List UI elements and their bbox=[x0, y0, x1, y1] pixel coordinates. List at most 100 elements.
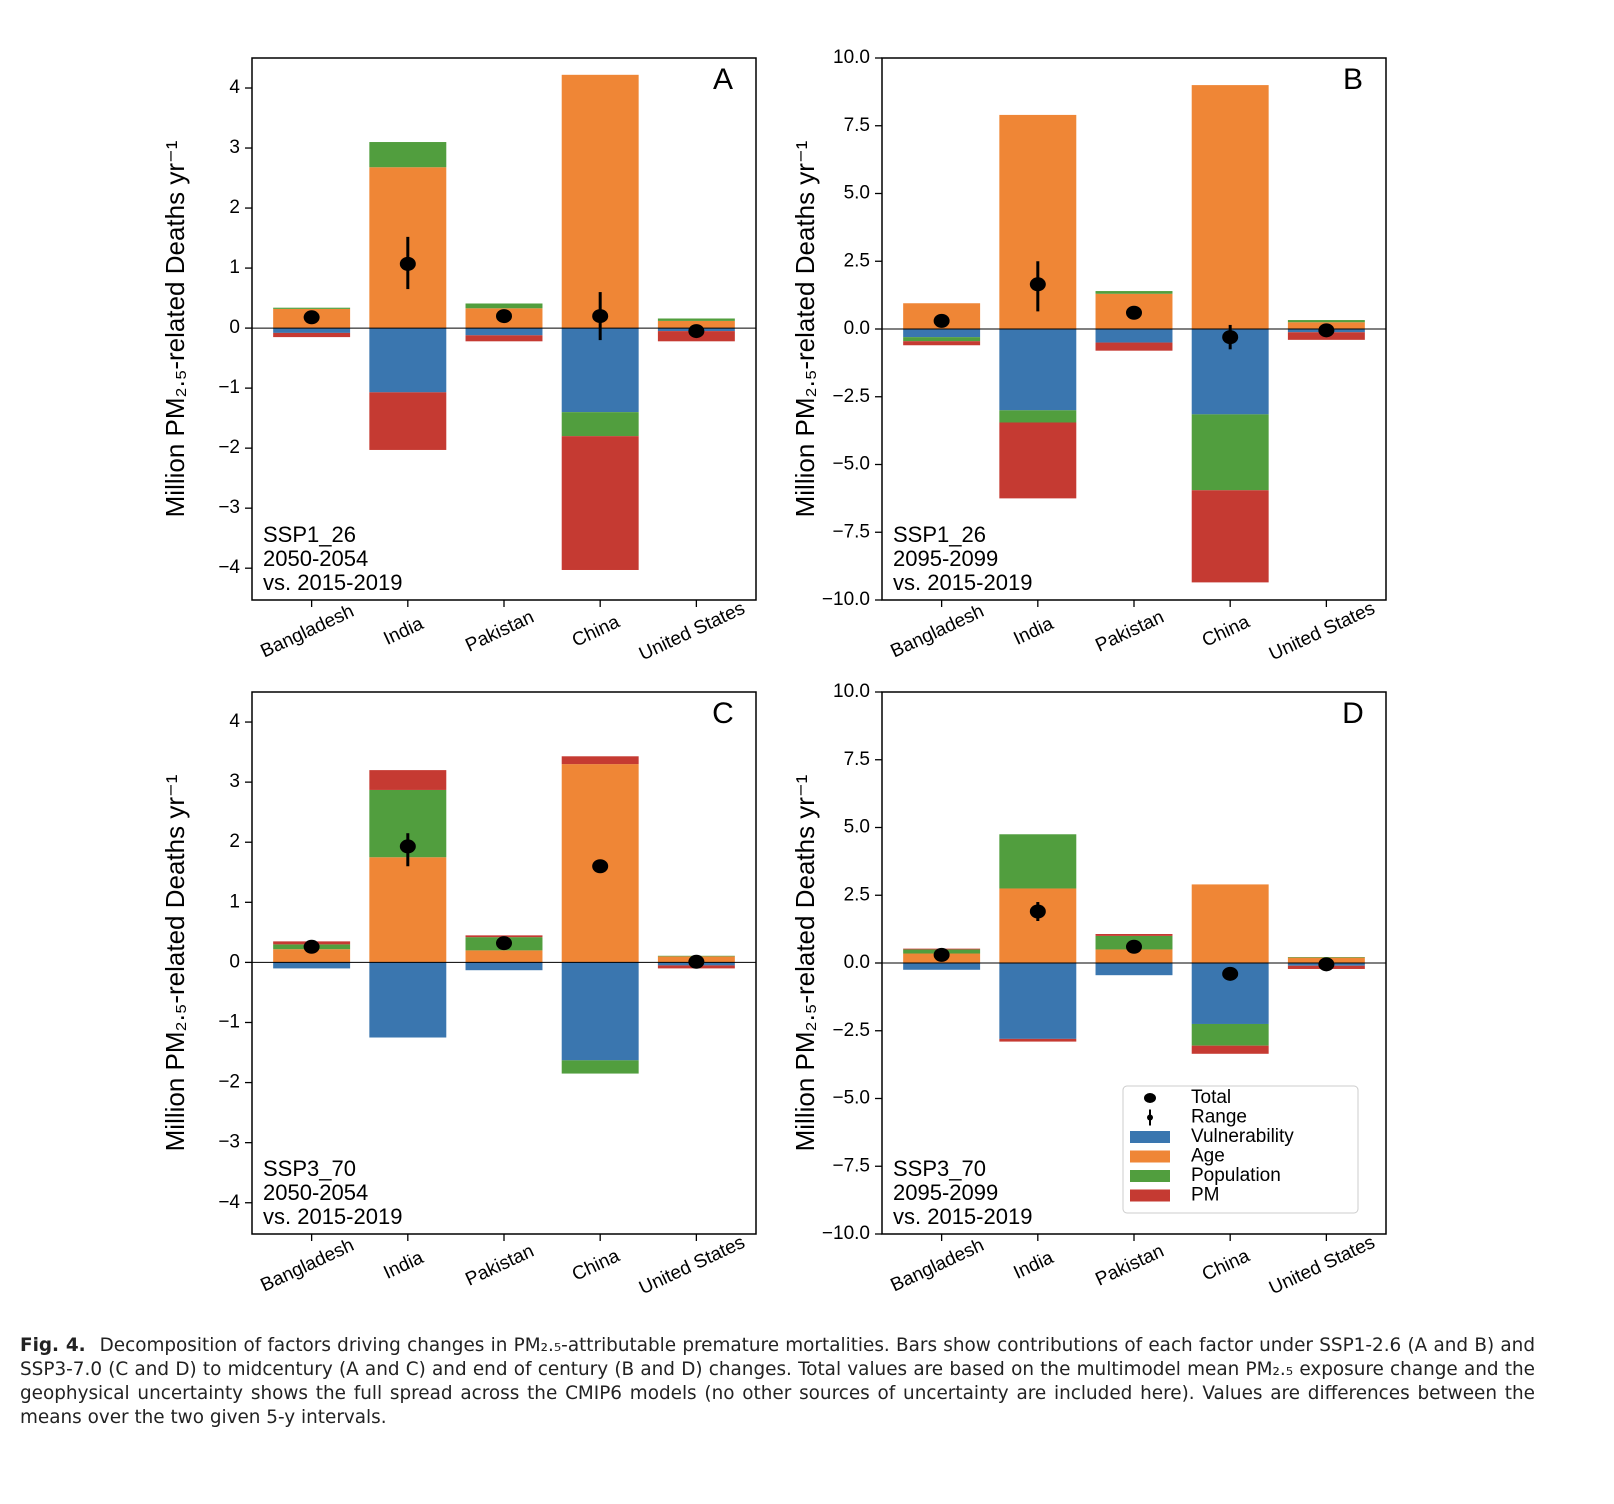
bar-segment bbox=[369, 770, 447, 790]
bar-segment bbox=[465, 328, 543, 336]
y-tick-label: −3 bbox=[218, 1132, 240, 1153]
x-tick-label: China bbox=[1199, 1245, 1253, 1285]
annotation: vs. 2015-2019 bbox=[893, 570, 1032, 595]
y-axis-label: Million PM₂.₅-related Deaths yr⁻¹ bbox=[160, 774, 190, 1151]
annotation: SSP1_26 bbox=[893, 522, 986, 547]
annotation: 2095-2099 bbox=[893, 1180, 998, 1205]
y-tick-label: 10.0 bbox=[833, 47, 870, 68]
caption: Fig. 4. Decomposition of factors driving … bbox=[20, 1334, 1535, 1430]
y-tick-label: −2 bbox=[218, 437, 240, 458]
y-tick-label: 7.5 bbox=[844, 749, 870, 770]
y-tick-label: 1 bbox=[229, 257, 240, 278]
legend-swatch bbox=[1130, 1189, 1170, 1202]
y-tick-label: 3 bbox=[229, 137, 240, 158]
legend-label: Range bbox=[1191, 1107, 1247, 1128]
annotation: SSP3_70 bbox=[263, 1156, 356, 1181]
bar-segment bbox=[1191, 490, 1269, 583]
bar-segment bbox=[561, 328, 639, 413]
x-tick-label: United States bbox=[636, 1232, 748, 1299]
legend-box bbox=[1122, 1085, 1359, 1214]
annotation: SSP1_26 bbox=[263, 522, 356, 547]
annotation: vs. 2015-2019 bbox=[263, 1204, 402, 1229]
x-tick-label: India bbox=[1011, 1247, 1058, 1284]
y-tick-label: 1 bbox=[229, 891, 240, 912]
x-tick-label: Bangladesh bbox=[888, 601, 988, 662]
legend-label: Population bbox=[1191, 1165, 1281, 1186]
total-dot bbox=[1318, 323, 1335, 338]
y-tick-label: −5.0 bbox=[832, 1088, 870, 1109]
y-tick-label: −2.5 bbox=[832, 1020, 870, 1041]
total-dot bbox=[303, 310, 320, 325]
bar-segment bbox=[1191, 414, 1269, 491]
total-dot bbox=[399, 839, 416, 854]
y-tick-label: −5.0 bbox=[832, 454, 870, 475]
x-tick-label: United States bbox=[1266, 598, 1378, 665]
x-tick-label: China bbox=[569, 1245, 623, 1285]
y-tick-label: −7.5 bbox=[832, 521, 870, 542]
bar-segment bbox=[903, 337, 981, 342]
y-tick-label: −2 bbox=[218, 1072, 240, 1093]
bar-segment bbox=[1095, 949, 1173, 963]
annotation: 2050-2054 bbox=[263, 546, 368, 571]
y-tick-label: −10.0 bbox=[822, 589, 870, 610]
bar-segment bbox=[1191, 884, 1269, 963]
x-tick-label: United States bbox=[636, 598, 748, 665]
bar-segment bbox=[657, 318, 735, 321]
x-tick-label: Pakistan bbox=[1092, 1241, 1167, 1291]
x-tick-label: Pakistan bbox=[462, 607, 537, 657]
legend-label: Vulnerability bbox=[1191, 1126, 1294, 1147]
bar-segment bbox=[273, 332, 351, 338]
y-tick-label: 2 bbox=[229, 197, 240, 218]
y-tick-label: −7.5 bbox=[832, 1155, 870, 1176]
legend-swatch bbox=[1130, 1131, 1170, 1143]
bar-segment bbox=[369, 142, 447, 168]
total-dot bbox=[933, 947, 950, 962]
y-tick-label: 0 bbox=[229, 317, 240, 338]
x-tick-label: China bbox=[569, 611, 623, 651]
bar-segment bbox=[561, 412, 639, 437]
panel-label: D bbox=[1342, 697, 1364, 730]
bar-segment bbox=[999, 834, 1077, 889]
y-tick-label: 5.0 bbox=[844, 183, 870, 204]
annotation: 2095-2099 bbox=[893, 546, 998, 571]
bar-segment bbox=[999, 1038, 1077, 1042]
bar-segment bbox=[903, 963, 981, 970]
bar-segment bbox=[369, 328, 447, 393]
bar-segment bbox=[1191, 1045, 1269, 1054]
y-tick-label: −3 bbox=[218, 497, 240, 518]
bar-segment bbox=[273, 949, 351, 963]
y-tick-label: −1 bbox=[218, 1012, 240, 1033]
bar-segment bbox=[999, 329, 1077, 411]
y-tick-label: −4 bbox=[218, 557, 240, 578]
bar-segment bbox=[465, 950, 543, 963]
legend-label: Total bbox=[1191, 1087, 1231, 1108]
bar-segment bbox=[1095, 963, 1173, 976]
bar-segment bbox=[561, 756, 639, 765]
y-tick-label: 0.0 bbox=[844, 952, 870, 973]
x-tick-label: China bbox=[1199, 611, 1253, 651]
x-tick-label: Bangladesh bbox=[258, 601, 358, 662]
bar-segment bbox=[1287, 957, 1365, 958]
bar-segment bbox=[1095, 329, 1173, 343]
caption-text: Decomposition of factors driving changes… bbox=[20, 1335, 1536, 1428]
total-dot bbox=[303, 939, 320, 954]
y-tick-label: −4 bbox=[218, 1192, 240, 1213]
x-tick-label: Bangladesh bbox=[888, 1235, 988, 1296]
legend-swatch bbox=[1130, 1150, 1170, 1163]
bar-segment bbox=[999, 963, 1077, 1039]
y-tick-label: 4 bbox=[229, 711, 240, 732]
legend-label: PM bbox=[1191, 1185, 1220, 1206]
annotation: vs. 2015-2019 bbox=[263, 570, 402, 595]
y-tick-label: −1 bbox=[218, 377, 240, 398]
bar-segment bbox=[1191, 1023, 1269, 1046]
total-dot bbox=[688, 324, 705, 339]
bar-segment bbox=[561, 1060, 639, 1074]
y-tick-label: 0.0 bbox=[844, 318, 870, 339]
total-dot bbox=[1318, 957, 1335, 972]
x-tick-label: Pakistan bbox=[1092, 607, 1167, 657]
bar-segment bbox=[903, 329, 981, 338]
bar-segment bbox=[369, 392, 447, 450]
bar-segment bbox=[1095, 342, 1173, 351]
annotation: 2050-2054 bbox=[263, 1180, 368, 1205]
legend-marker bbox=[1147, 1114, 1153, 1121]
